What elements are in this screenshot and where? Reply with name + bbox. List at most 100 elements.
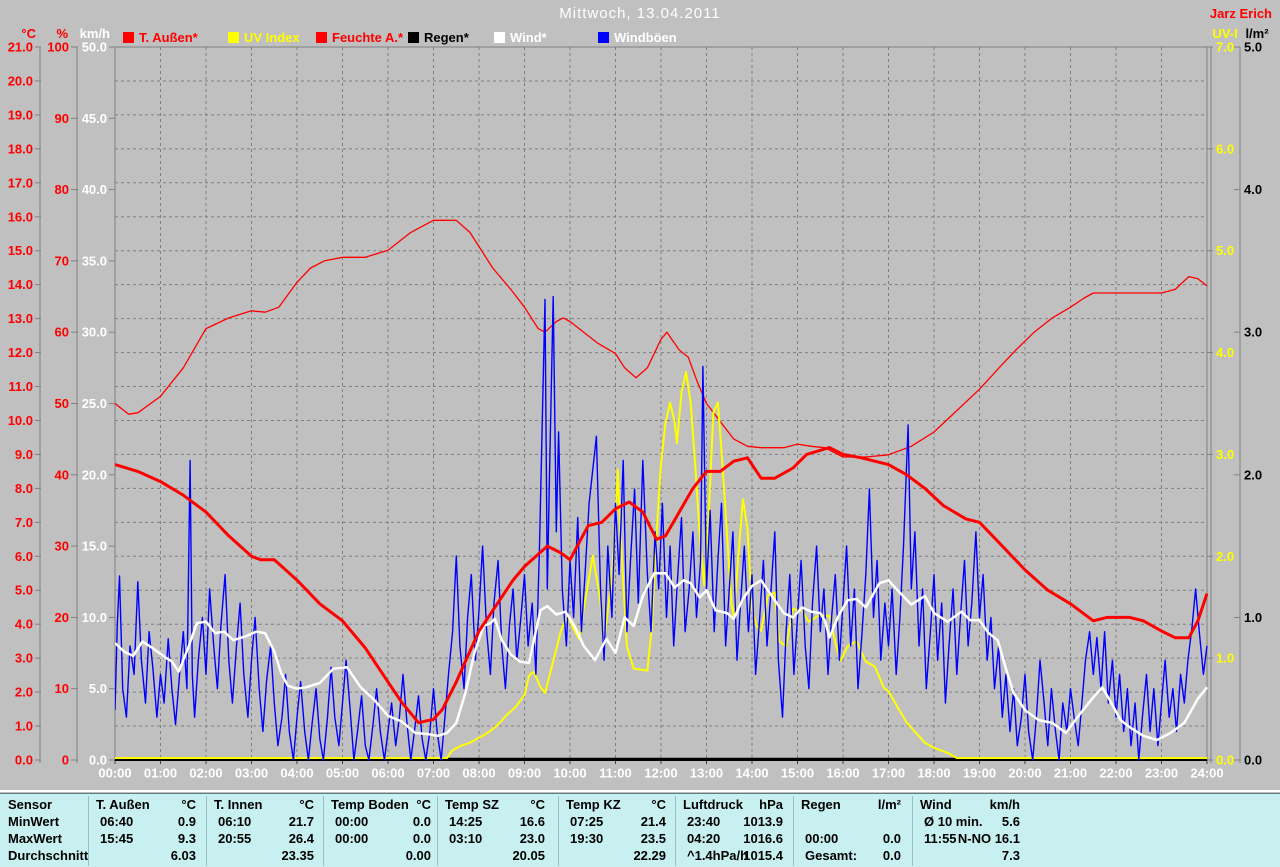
x-tick-label: 13:00 [690,766,723,781]
percent-axis-label: 40 [55,467,69,482]
table-avg-value: 23.35 [281,848,314,863]
legend-label: T. Außen* [139,29,198,45]
table-col-unit: °C [299,797,314,812]
legend-item-windboeen: Windböen [598,30,677,45]
celsius-axis-label: 16.0 [8,209,33,224]
table-min-value: 0.0 [412,814,431,829]
celsius-axis-label: 20.0 [8,73,33,88]
table-max-time: 00:00 [805,831,839,846]
x-tick-label: 23:00 [1145,766,1178,781]
series-wind-line [115,571,1208,742]
t-aussen-swatch-icon [123,31,134,43]
table-min-value: 21.7 [288,814,314,829]
table-avg-value: 20.05 [512,848,545,863]
table-max-value: 26.4 [288,831,314,846]
x-tick-label: 08:00 [462,766,495,781]
percent-axis-label: 20 [55,610,69,625]
x-tick-label: 02:00 [189,766,222,781]
x-tick-label: 20:00 [1008,766,1041,781]
table-max-value: 0.0 [882,831,901,846]
x-tick-label: 12:00 [644,766,677,781]
weather-chart: 0.0 1.0 2.0 3.0 4.0 5.0 6.0 7.0 8.0 9.0 10.0 11.0 12… [8,40,1262,781]
x-tick-label: 03:00 [235,766,268,781]
table-divider [0,790,1280,792]
celsius-axis-label: 8.0 [15,481,33,496]
uv-axis-label: 0.0 [1216,753,1234,768]
celsius-axis-label: 7.0 [15,515,33,530]
celsius-axis-label: 5.0 [15,583,33,598]
table-avg-value: 22.29 [633,848,666,863]
uv-axis-label: 6.0 [1216,141,1234,156]
table-min-time: 23:40 [687,814,721,829]
table-avg-value: 6.03 [170,848,196,863]
table-avg-value: 1015.4 [743,848,783,863]
table-col-unit: °C [416,797,431,812]
x-tick-label: 22:00 [1099,766,1132,781]
table-col-unit: °C [651,797,666,812]
table-separator [206,796,207,866]
table-max-value: N-NO 16.1 [957,831,1020,846]
series-windb-en-line [115,295,1208,761]
celsius-axis-label: 19.0 [8,107,33,122]
percent-axis-label: 50 [55,396,69,411]
table-min-value: 21.4 [640,814,666,829]
celsius-axis-label: 10.0 [8,413,33,428]
table-min-time: 06:40 [100,814,134,829]
uv-axis-label: 1.0 [1216,651,1234,666]
legend-item-wind: Wind* [494,30,547,45]
table-col-name: Luftdruck [683,797,743,812]
celsius-axis-label: 17.0 [8,175,33,190]
table-col-name: Temp KZ [566,797,621,812]
table-avg-value: 0.0 [882,848,901,863]
uv-axis-label: 3.0 [1216,447,1234,462]
x-tick-label: 17:00 [872,766,905,781]
table-max-time: 19:30 [570,831,604,846]
table-header-sensor: Sensor [8,797,53,812]
x-tick-label: 04:00 [280,766,313,781]
table-min-time: 06:10 [218,814,252,829]
table-max-time: 11:55 [924,831,957,846]
x-tick-label: 11:00 [599,766,632,781]
celsius-axis-label: 18.0 [8,141,33,156]
series-uv-index-line [115,371,1207,759]
table-max-value: 1016.6 [743,831,783,846]
legend-item-regen: Regen* [408,30,469,45]
table-avg-value: 7.3 [1001,848,1020,863]
kmh-axis-label: 15.0 [82,539,107,554]
kmh-axis-label: 30.0 [82,325,107,340]
lm2-axis-label: 1.0 [1244,610,1262,625]
table-max-value: 23.5 [640,831,666,846]
table-separator [912,796,913,866]
table-col-name: T. Außen [96,797,150,812]
celsius-axis-label: 11.0 [8,379,33,394]
table-row-label: Durchschnitt [8,848,89,863]
table-row-label: MinWert [8,814,60,829]
regen-swatch-icon [408,31,419,43]
legend-item-feuchte: Feuchte A.* [316,30,403,45]
kmh-axis-label: 20.0 [82,467,107,482]
celsius-axis-label: 12.0 [8,345,33,360]
table-col-name: T. Innen [214,797,263,812]
table-separator [437,796,438,866]
celsius-axis-label: 1.0 [15,719,33,734]
left-axis-celsius-header: °C [21,26,36,41]
credit-watermark: Jarz Erich [1209,6,1272,21]
percent-axis-label: 70 [55,253,69,268]
uv-axis-label: 7.0 [1216,40,1234,55]
x-tick-label: 07:00 [417,766,450,781]
table-separator [675,796,676,866]
legend-item-uv-index: UV Index [228,30,300,45]
table-col-unit: l/m² [877,797,901,812]
table-avg-time: ^1.4hPa/h [687,848,749,863]
table-col-unit: °C [530,797,545,812]
table-max-time: 15:45 [100,831,134,846]
table-col-unit: km/h [989,797,1020,812]
x-tick-label: 15:00 [781,766,814,781]
percent-axis-label: 100 [47,40,69,55]
table-avg-time: Gesamt: [805,848,858,863]
table-col-name: Wind [920,797,952,812]
x-tick-label: 10:00 [553,766,586,781]
x-tick-label: 21:00 [1054,766,1087,781]
uv-axis-label: 5.0 [1216,243,1234,258]
